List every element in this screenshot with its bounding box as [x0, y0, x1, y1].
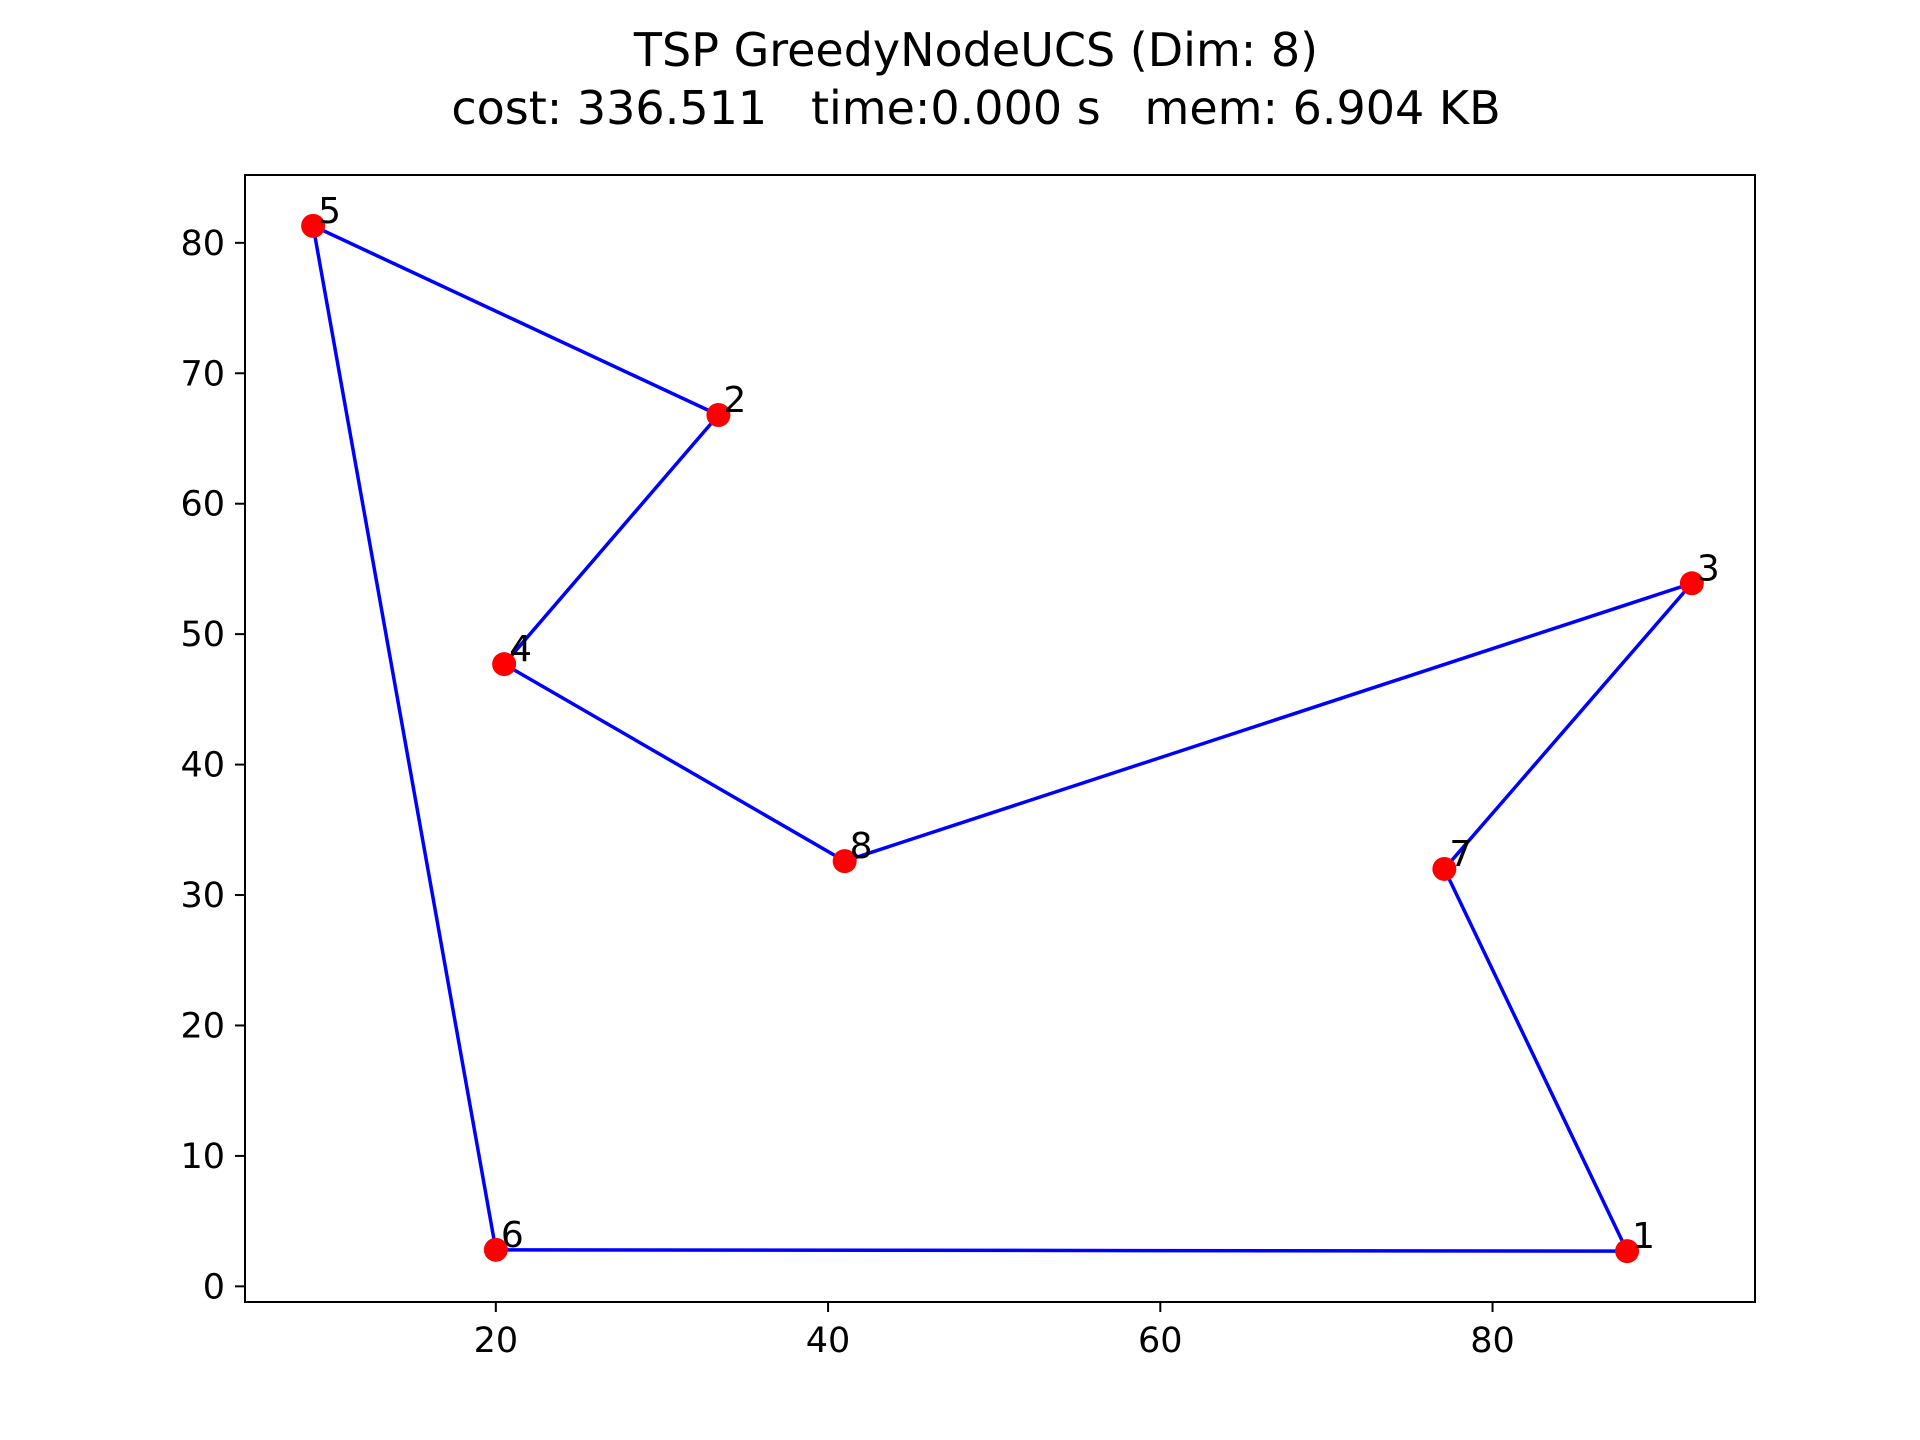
chart-subtitle: cost: 336.511 time:0.000 s mem: 6.904 KB	[451, 81, 1500, 135]
x-tick-label: 40	[806, 1321, 851, 1361]
node-point-4	[492, 652, 517, 677]
y-tick-label: 30	[180, 876, 225, 916]
y-tick-label: 10	[180, 1137, 225, 1177]
tour-edge-4-8	[502, 662, 847, 863]
node-labels: 1 2 3 4 5 6 7 8	[318, 191, 1720, 1257]
node-point-3	[1679, 571, 1704, 596]
node-label-6: 6	[501, 1215, 524, 1256]
chart-title: TSP GreedyNodeUCS (Dim: 8)	[633, 23, 1318, 77]
x-tick-label: 60	[1138, 1321, 1183, 1361]
tour-edge-3-7	[1442, 581, 1694, 871]
tour-edge-1-6	[494, 1248, 1629, 1253]
tour-edge-5-2	[311, 224, 721, 417]
node-point-6	[483, 1237, 508, 1262]
node-label-8: 8	[850, 826, 873, 867]
node-label-2: 2	[723, 380, 746, 421]
node-point-2	[706, 403, 731, 428]
y-tick-label: 20	[180, 1006, 225, 1046]
x-tick-label: 80	[1470, 1321, 1515, 1361]
node-label-3: 3	[1697, 548, 1720, 589]
tour-edge-8-3	[842, 581, 1694, 863]
tour-edges	[311, 224, 1694, 1253]
axis-ticks: 20 40 60 80 0 10 20 30 40 50 60 70 80	[180, 224, 1514, 1361]
node-point-5	[301, 213, 326, 238]
plot-area-frame	[244, 174, 1756, 1303]
y-tick-label: 60	[180, 485, 225, 525]
y-tick-label: 0	[203, 1267, 225, 1307]
tour-edge-7-1	[1442, 867, 1629, 1253]
y-tick-label: 40	[180, 746, 225, 786]
y-tick-label: 80	[180, 224, 225, 264]
node-point-8	[832, 849, 857, 874]
y-tick-label: 70	[180, 354, 225, 394]
node-point-1	[1615, 1239, 1640, 1264]
node-label-1: 1	[1632, 1216, 1655, 1257]
tour-edge-6-5	[311, 224, 498, 1252]
tour-edge-2-4	[502, 413, 721, 666]
tour-nodes	[301, 213, 1704, 1264]
node-label-7: 7	[1449, 834, 1472, 875]
node-point-7	[1432, 856, 1457, 881]
node-label-5: 5	[318, 191, 341, 232]
node-label-4: 4	[509, 629, 532, 670]
y-tick-label: 50	[180, 615, 225, 655]
x-tick-label: 20	[474, 1321, 519, 1361]
